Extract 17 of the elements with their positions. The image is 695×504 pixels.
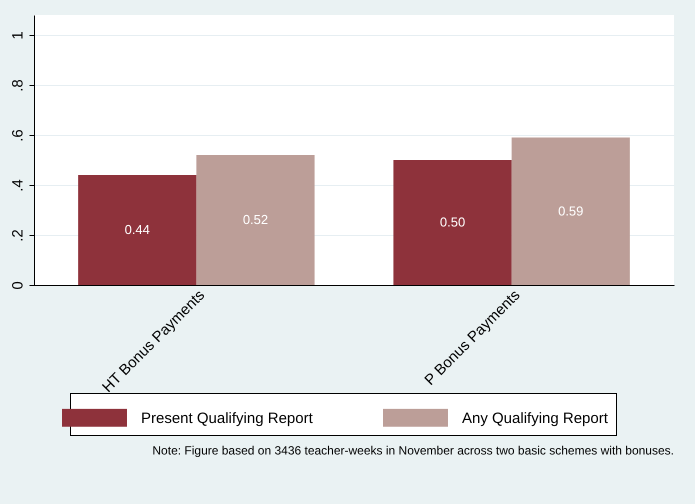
- legend-label: Any Qualifying Report: [462, 410, 609, 427]
- y-tick-label: .8: [10, 79, 26, 92]
- bar: [78, 175, 196, 285]
- y-tick-label: .2: [10, 229, 26, 242]
- bar: [512, 138, 630, 285]
- data-label: 0.59: [558, 203, 584, 218]
- y-tick-label: 0: [10, 281, 26, 290]
- bar: [393, 160, 512, 285]
- bar: [196, 155, 315, 285]
- legend-label: Present Qualifying Report: [141, 410, 314, 427]
- y-tick-label: .6: [10, 129, 26, 142]
- data-label: 0.44: [124, 222, 150, 237]
- data-label: 0.52: [242, 212, 268, 227]
- y-tick-label: .4: [10, 179, 26, 192]
- y-tick-label: 1: [10, 31, 26, 40]
- text: Note: Figure based on 3436 teacher-weeks in November across two basic schemes with bonuses.: [152, 444, 674, 458]
- data-label: 0.50: [440, 214, 466, 230]
